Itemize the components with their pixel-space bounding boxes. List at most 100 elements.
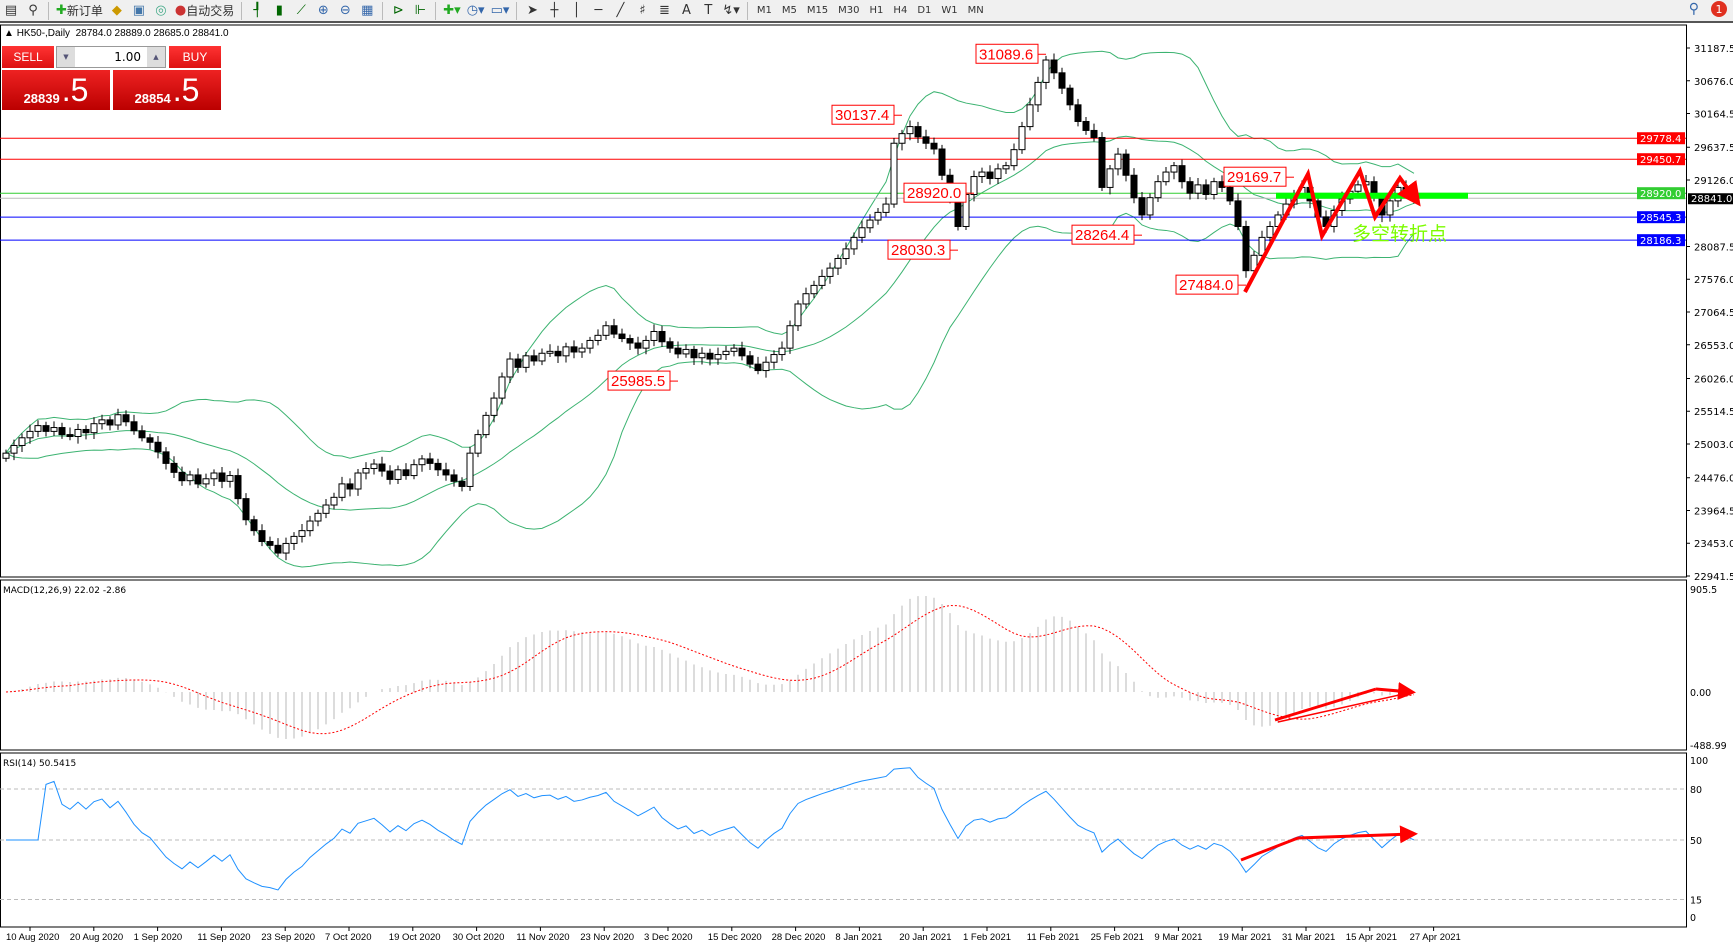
- zoom-in-icon[interactable]: ⊕: [317, 3, 329, 18]
- zoom-out-icon[interactable]: ⊖: [339, 3, 351, 18]
- date-axis-label: 25 Feb 2021: [1091, 932, 1144, 943]
- bear-candle: [274, 544, 282, 554]
- price-annotation: 28920.0: [907, 185, 961, 202]
- bull-candle: [546, 350, 554, 354]
- date-axis-label: 20 Jan 2021: [899, 932, 951, 943]
- lot-size-input[interactable]: ▼ 1.00 ▲: [56, 46, 166, 68]
- bear-candle: [570, 346, 578, 353]
- bull-candle: [730, 347, 738, 352]
- bull-candle: [394, 469, 402, 480]
- bear-candle: [1226, 186, 1234, 202]
- bull-candle: [10, 444, 18, 454]
- tile-windows-icon[interactable]: ▦: [361, 3, 374, 18]
- bear-candle: [434, 462, 442, 471]
- metaeditor-icon[interactable]: ◆: [111, 3, 122, 18]
- timeframe-mn[interactable]: MN: [967, 5, 984, 16]
- notifications-badge[interactable]: 1: [1711, 1, 1727, 17]
- sell-price[interactable]: 28839.5: [2, 70, 110, 110]
- timeframe-m15[interactable]: M15: [806, 5, 829, 16]
- trendline-icon[interactable]: ╱: [616, 3, 625, 18]
- text-icon[interactable]: A: [681, 3, 691, 18]
- bull-candle: [1250, 254, 1258, 272]
- bull-candle: [906, 126, 914, 135]
- bull-candle: [410, 464, 418, 477]
- lot-value[interactable]: 1.00: [114, 50, 141, 64]
- timeframe-m30[interactable]: M30: [838, 5, 860, 16]
- auto-trading-icon: ●: [174, 3, 187, 18]
- separator: [48, 1, 49, 20]
- bear-candle: [154, 441, 162, 453]
- fibonacci-icon[interactable]: ♯: [639, 3, 646, 18]
- candlestick-icon[interactable]: ▮: [275, 3, 283, 18]
- bull-candle: [1010, 149, 1018, 167]
- vertical-line-icon[interactable]: │: [572, 3, 581, 18]
- bear-candle: [738, 347, 746, 357]
- separator: [746, 1, 748, 20]
- templates-icon[interactable]: ▭▾: [490, 3, 510, 18]
- bull-candle: [322, 504, 330, 514]
- timeframe-m1[interactable]: M1: [756, 5, 772, 16]
- bull-candle: [786, 325, 794, 349]
- bull-candle: [370, 463, 378, 470]
- arrows-icon[interactable]: ↯▾: [722, 3, 740, 18]
- timeframe-h4[interactable]: H4: [893, 5, 908, 16]
- bear-candle: [138, 430, 146, 439]
- bull-candle: [978, 171, 986, 178]
- price-axis-label: 30164.5: [1694, 110, 1733, 121]
- bear-candle: [634, 342, 642, 349]
- new-chart-icon[interactable]: ▤: [4, 3, 18, 18]
- bollinger-middle: [5, 135, 1415, 511]
- autoscroll-icon[interactable]: ⊳: [392, 3, 404, 18]
- bar-chart-icon[interactable]: ┦: [253, 3, 262, 18]
- fibo-fan-icon[interactable]: ≣: [658, 3, 670, 18]
- auto-trading-button[interactable]: ● 自动交易: [172, 1, 237, 21]
- cursor-icon[interactable]: ➤: [526, 3, 538, 18]
- bear-candle: [690, 348, 698, 359]
- text-label-icon[interactable]: T: [704, 3, 713, 18]
- line-price-tag: [1637, 187, 1685, 200]
- rsi-axis-label: 0: [1690, 913, 1696, 924]
- horizontal-line-icon[interactable]: ─: [594, 3, 603, 18]
- bull-candle: [970, 176, 978, 195]
- date-axis-label: 11 Nov 2020: [516, 932, 569, 943]
- new-order-button[interactable]: ✚ 新订单: [53, 1, 106, 21]
- chart-shift-icon[interactable]: ⊩: [414, 3, 426, 18]
- wave-arrow: [1243, 166, 1421, 293]
- indicators-icon[interactable]: ✚▾: [443, 3, 461, 18]
- bear-candle: [130, 421, 138, 432]
- bollinger-upper: [5, 50, 1415, 459]
- bull-candle: [498, 376, 506, 399]
- timeframe-m5[interactable]: M5: [781, 5, 797, 16]
- bull-candle: [642, 339, 650, 349]
- bull-candle: [842, 248, 850, 260]
- bull-candle: [226, 475, 234, 482]
- timeframe-d1[interactable]: D1: [917, 5, 932, 16]
- bull-candle: [490, 397, 498, 416]
- zoom-window-icon[interactable]: ⚲: [28, 3, 38, 18]
- navigator-icon[interactable]: ▣: [132, 3, 146, 18]
- bear-candle: [930, 142, 938, 150]
- line-chart-icon[interactable]: ⟋: [296, 3, 306, 18]
- bull-candle: [354, 472, 362, 490]
- date-axis-label: 19 Oct 2020: [389, 932, 441, 943]
- timeframe-w1[interactable]: W1: [941, 5, 958, 16]
- new-order-label: 新订单: [66, 4, 103, 18]
- crosshair-icon[interactable]: ┼: [550, 3, 559, 18]
- sell-price-main: 28839: [23, 91, 60, 106]
- bull-candle: [1354, 184, 1362, 192]
- timeframe-h1[interactable]: H1: [869, 5, 884, 16]
- bear-candle: [242, 498, 250, 521]
- rsi-axis-label: 15: [1690, 896, 1702, 907]
- lot-increase-button[interactable]: ▲: [147, 47, 165, 67]
- bull-candle: [1210, 181, 1218, 195]
- lot-decrease-button[interactable]: ▼: [57, 47, 75, 67]
- signals-icon[interactable]: ◎: [155, 3, 167, 18]
- sell-button[interactable]: SELL: [2, 46, 54, 68]
- bear-candle: [82, 428, 90, 434]
- periods-icon[interactable]: ◷▾: [466, 3, 485, 18]
- date-axis-label: 28 Dec 2020: [772, 932, 826, 943]
- buy-button[interactable]: BUY: [169, 46, 221, 68]
- search-icon[interactable]: ⚲: [1688, 1, 1699, 17]
- buy-price[interactable]: 28854.5: [113, 70, 221, 110]
